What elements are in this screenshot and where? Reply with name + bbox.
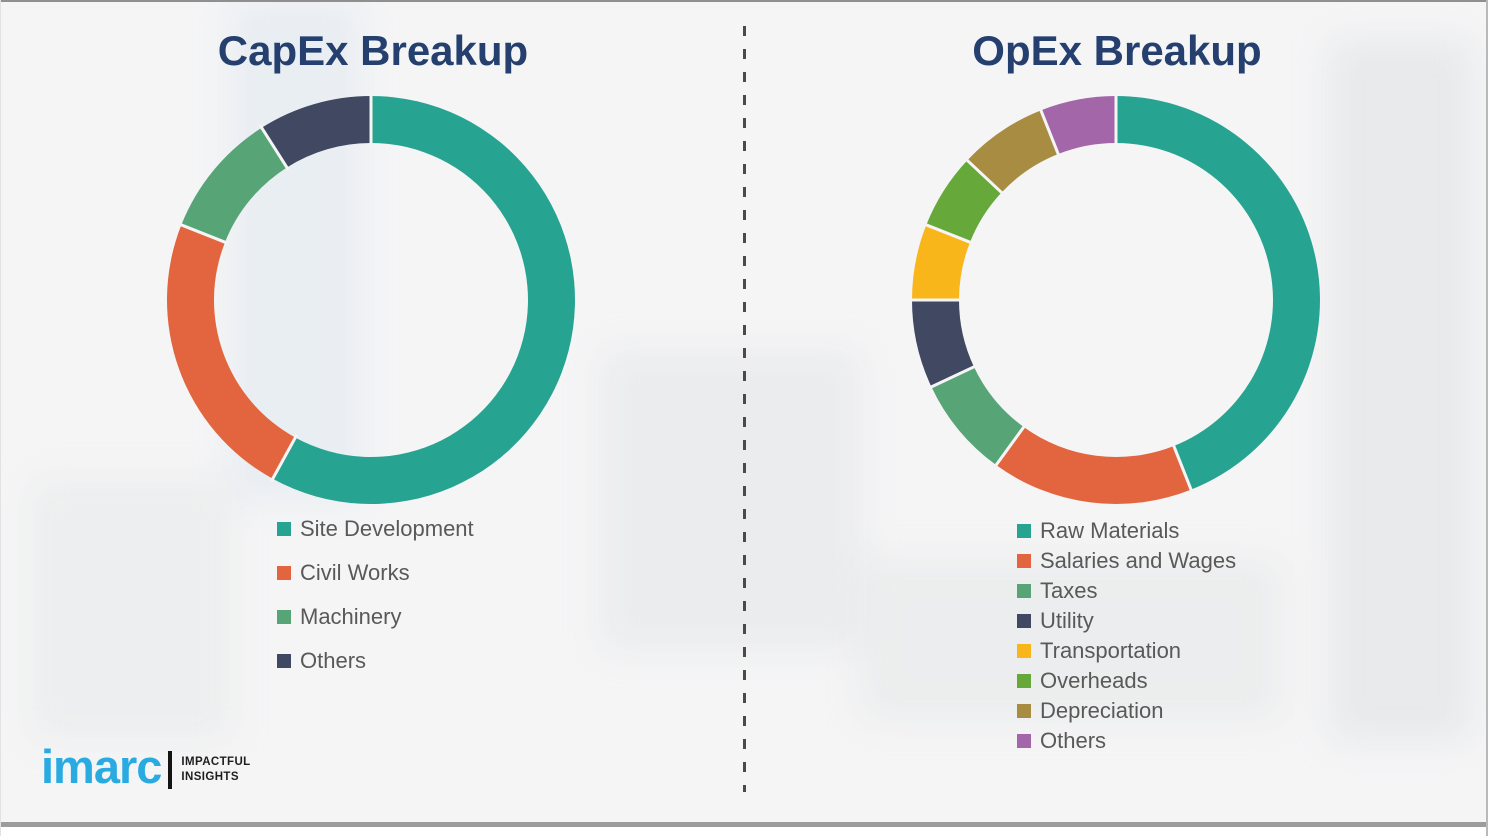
- capex-chart-title: CapEx Breakup: [217, 27, 529, 74]
- opex-legend-swatch-overheads: [1017, 674, 1031, 688]
- opex-slice-raw-materials: [1116, 96, 1320, 490]
- background-watermark: [1331, 40, 1471, 740]
- opex-slice-gap: [928, 364, 978, 390]
- imarc-logo-tagline: IMPACTFUL INSIGHTS: [181, 755, 250, 784]
- opex-legend-item-depreciation: Depreciation: [1017, 696, 1236, 726]
- imarc-logo-tagline-line1: IMPACTFUL: [181, 756, 251, 769]
- opex-legend-item-raw-materials: Raw Materials: [1017, 516, 1236, 546]
- capex-legend-label-machinery: Machinery: [300, 604, 402, 629]
- opex-slice-gap: [993, 423, 1027, 469]
- capex-slice-others: [261, 96, 371, 168]
- capex-slice-gap: [177, 222, 229, 245]
- opex-slice-salaries-and-wages: [996, 427, 1192, 504]
- opex-legend-item-others: Others: [1017, 726, 1236, 756]
- opex-slice-gap: [1038, 106, 1061, 158]
- opex-legend-item-overheads: Overheads: [1017, 666, 1236, 696]
- opex-chart-title: OpEx Breakup: [972, 27, 1262, 74]
- opex-legend: Raw Materials Salaries and Wages Taxes Util…: [1017, 516, 1236, 756]
- opex-legend-item-transportation: Transportation: [1017, 636, 1236, 666]
- opex-slice-gap: [1171, 442, 1194, 494]
- capex-slice-civil-works: [167, 224, 296, 479]
- opex-legend-swatch-taxes: [1017, 584, 1031, 598]
- capex-slice-gap: [269, 434, 299, 483]
- opex-legend-swatch-salaries-and-wages: [1017, 554, 1031, 568]
- imarc-logo-divider-bar: [168, 750, 173, 789]
- opex-slice-overheads: [926, 160, 1002, 243]
- opex-slice-taxes: [931, 366, 1024, 466]
- capex-legend-swatch-machinery: [277, 610, 291, 624]
- capex-legend-item-machinery: Machinery: [277, 595, 474, 639]
- capex-legend-swatch-site-development: [277, 522, 291, 536]
- opex-legend-swatch-utility: [1017, 614, 1031, 628]
- opex-slice-depreciation: [967, 110, 1059, 193]
- opex-legend-swatch-depreciation: [1017, 704, 1031, 718]
- opex-donut-chart: [909, 93, 1320, 504]
- opex-slice-gap: [964, 157, 1005, 196]
- opex-legend-label-utility: Utility: [1040, 608, 1094, 633]
- capex-legend-label-site-development: Site Development: [300, 516, 474, 541]
- opex-legend-label-others: Others: [1040, 728, 1107, 753]
- capex-legend-swatch-others: [277, 654, 291, 668]
- capex-legend-item-site-development: Site Development: [277, 507, 474, 551]
- imarc-logo-wordmark: imarc: [41, 740, 162, 793]
- capex-legend: Site Development Civil Works Machinery Othe…: [277, 507, 474, 683]
- opex-legend-label-salaries-and-wages: Salaries and Wages: [1040, 548, 1237, 573]
- imarc-logo: imarc IMPACTFUL INSIGHTS: [41, 740, 251, 793]
- capex-legend-label-others: Others: [300, 648, 367, 673]
- imarc-logo-tagline-line2: INSIGHTS: [181, 770, 239, 783]
- opex-slice-gap: [922, 222, 974, 245]
- capex-legend-swatch-civil-works: [277, 566, 291, 580]
- capex-legend-item-civil-works: Civil Works: [277, 551, 474, 595]
- capex-donut-chart: [167, 93, 575, 504]
- opex-legend-item-salaries-and-wages: Salaries and Wages: [1017, 546, 1236, 576]
- opex-legend-label-taxes: Taxes: [1040, 578, 1098, 603]
- top-border-line: [1, 0, 1486, 2]
- capex-legend-label-civil-works: Civil Works: [300, 560, 410, 585]
- opex-legend-item-utility: Utility: [1017, 606, 1236, 636]
- opex-legend-swatch-transportation: [1017, 644, 1031, 658]
- opex-legend-label-depreciation: Depreciation: [1040, 698, 1164, 723]
- background-watermark: [601, 350, 861, 650]
- opex-slice-others: [1040, 96, 1116, 155]
- opex-legend-swatch-others: [1017, 734, 1031, 748]
- panel-divider-dashed-line: [743, 26, 746, 792]
- bottom-margin: [1, 827, 1486, 836]
- opex-legend-label-transportation: Transportation: [1040, 638, 1182, 663]
- capex-slice-site-development: [272, 96, 575, 504]
- capex-slice-machinery: [181, 127, 287, 243]
- opex-legend-item-taxes: Taxes: [1017, 576, 1236, 606]
- background-watermark: [31, 480, 231, 740]
- opex-slice-utility: [912, 300, 974, 387]
- opex-legend-label-overheads: Overheads: [1040, 668, 1148, 693]
- capex-slice-gap: [258, 124, 290, 171]
- opex-slice-transportation: [912, 224, 971, 300]
- bottom-border-strip: [1, 822, 1486, 827]
- capex-legend-item-others: Others: [277, 639, 474, 683]
- opex-legend-swatch-raw-materials: [1017, 524, 1031, 538]
- opex-legend-label-raw-materials: Raw Materials: [1040, 518, 1180, 543]
